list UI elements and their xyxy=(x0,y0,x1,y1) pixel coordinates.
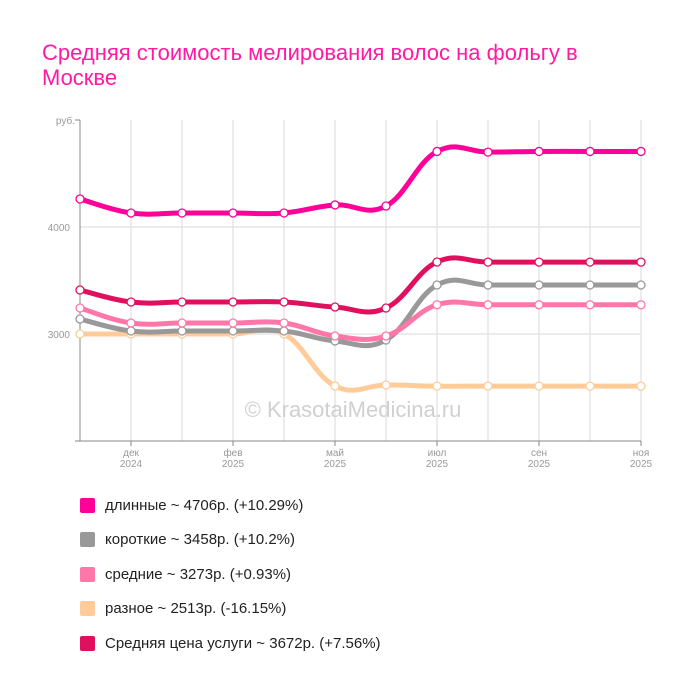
data-point xyxy=(330,331,340,341)
chart-title: Средняя стоимость мелирования волос на ф… xyxy=(42,40,578,90)
data-point xyxy=(432,300,442,310)
data-point xyxy=(75,194,85,204)
legend-item: средние ~ 3273р. (+0.93%) xyxy=(80,557,381,592)
data-point xyxy=(228,318,238,328)
legend-label: средние ~ 3273р. (+0.93%) xyxy=(105,565,292,583)
data-point xyxy=(483,381,493,391)
y-tick-label: 3000 xyxy=(48,330,71,341)
data-point xyxy=(177,297,187,307)
data-point xyxy=(534,300,544,310)
legend-swatch xyxy=(80,601,95,617)
data-point xyxy=(330,381,340,391)
legend-item: разное ~ 2513р. (-16.15%) xyxy=(80,592,381,627)
data-point xyxy=(585,381,595,391)
x-tick-year: 2025 xyxy=(528,459,551,470)
data-point xyxy=(585,300,595,310)
data-point xyxy=(75,285,85,295)
data-point xyxy=(177,326,187,336)
data-point xyxy=(432,381,442,391)
x-tick-year: 2025 xyxy=(630,459,653,470)
legend-item: Средняя цена услуги ~ 3672р. (+7.56%) xyxy=(80,626,381,661)
data-point xyxy=(381,331,391,341)
data-point xyxy=(279,318,289,328)
x-tick-year: 2025 xyxy=(324,459,347,470)
legend-swatch xyxy=(80,497,95,513)
data-point xyxy=(177,208,187,218)
data-point xyxy=(636,381,646,391)
data-point xyxy=(75,314,85,324)
x-tick-month: сен xyxy=(531,448,547,459)
line-chart: 40003000руб.дек2024фев2025май2025июл2025… xyxy=(48,115,653,470)
x-tick-month: дек xyxy=(123,448,139,459)
x-tick-month: июл xyxy=(428,448,447,459)
series-0 xyxy=(75,144,646,218)
data-point xyxy=(483,280,493,290)
data-point xyxy=(585,257,595,267)
legend: длинные ~ 4706р. (+10.29%) короткие ~ 345… xyxy=(80,488,381,661)
legend-label: разное ~ 2513р. (-16.15%) xyxy=(105,600,287,618)
data-point xyxy=(534,280,544,290)
data-point xyxy=(534,146,544,157)
data-point xyxy=(228,208,238,218)
data-point xyxy=(75,303,85,313)
data-point xyxy=(381,201,391,211)
legend-label: короткие ~ 3458р. (+10.2%) xyxy=(105,531,296,549)
x-tick-year: 2025 xyxy=(222,459,245,470)
data-point xyxy=(483,300,493,310)
data-point xyxy=(126,297,136,307)
x-tick-month: фев xyxy=(223,447,242,459)
data-point xyxy=(432,257,442,267)
data-point xyxy=(126,318,136,328)
legend-item: короткие ~ 3458р. (+10.2%) xyxy=(80,523,381,558)
series-4 xyxy=(75,255,646,315)
x-tick-year: 2024 xyxy=(120,459,143,470)
x-tick-month: май xyxy=(326,448,344,459)
data-point xyxy=(279,208,289,218)
legend-swatch xyxy=(80,566,95,582)
legend-label: Средняя цена услуги ~ 3672р. (+7.56%) xyxy=(105,634,381,652)
x-tick-year: 2025 xyxy=(426,459,449,470)
data-point xyxy=(228,297,238,307)
data-point xyxy=(381,380,391,390)
data-point xyxy=(279,326,289,336)
y-tick-label: 4000 xyxy=(48,223,71,234)
legend-swatch xyxy=(80,635,95,651)
data-point xyxy=(483,257,493,267)
data-point xyxy=(177,318,187,328)
data-point xyxy=(585,146,595,157)
x-tick-month: ноя xyxy=(633,448,650,459)
data-point xyxy=(279,297,289,307)
data-point xyxy=(381,303,391,313)
data-point xyxy=(432,280,442,290)
legend-label: длинные ~ 4706р. (+10.29%) xyxy=(105,496,304,514)
data-point xyxy=(330,200,340,210)
series-2 xyxy=(75,299,646,342)
data-point xyxy=(636,257,646,267)
data-point xyxy=(636,146,646,157)
data-point xyxy=(126,326,136,336)
legend-item: длинные ~ 4706р. (+10.29%) xyxy=(80,488,381,523)
data-point xyxy=(75,329,85,339)
watermark: © KrasotaiMedicina.ru xyxy=(245,397,462,422)
data-point xyxy=(126,208,136,218)
data-point xyxy=(228,326,238,336)
data-point xyxy=(534,381,544,391)
series-line xyxy=(77,144,644,217)
data-point xyxy=(636,300,646,310)
legend-swatch xyxy=(80,532,95,548)
data-point xyxy=(534,257,544,267)
data-point xyxy=(483,147,493,157)
data-point xyxy=(585,280,595,290)
data-point xyxy=(330,302,340,312)
y-axis-unit: руб. xyxy=(56,115,75,127)
data-point xyxy=(432,146,442,157)
data-point xyxy=(636,280,646,290)
